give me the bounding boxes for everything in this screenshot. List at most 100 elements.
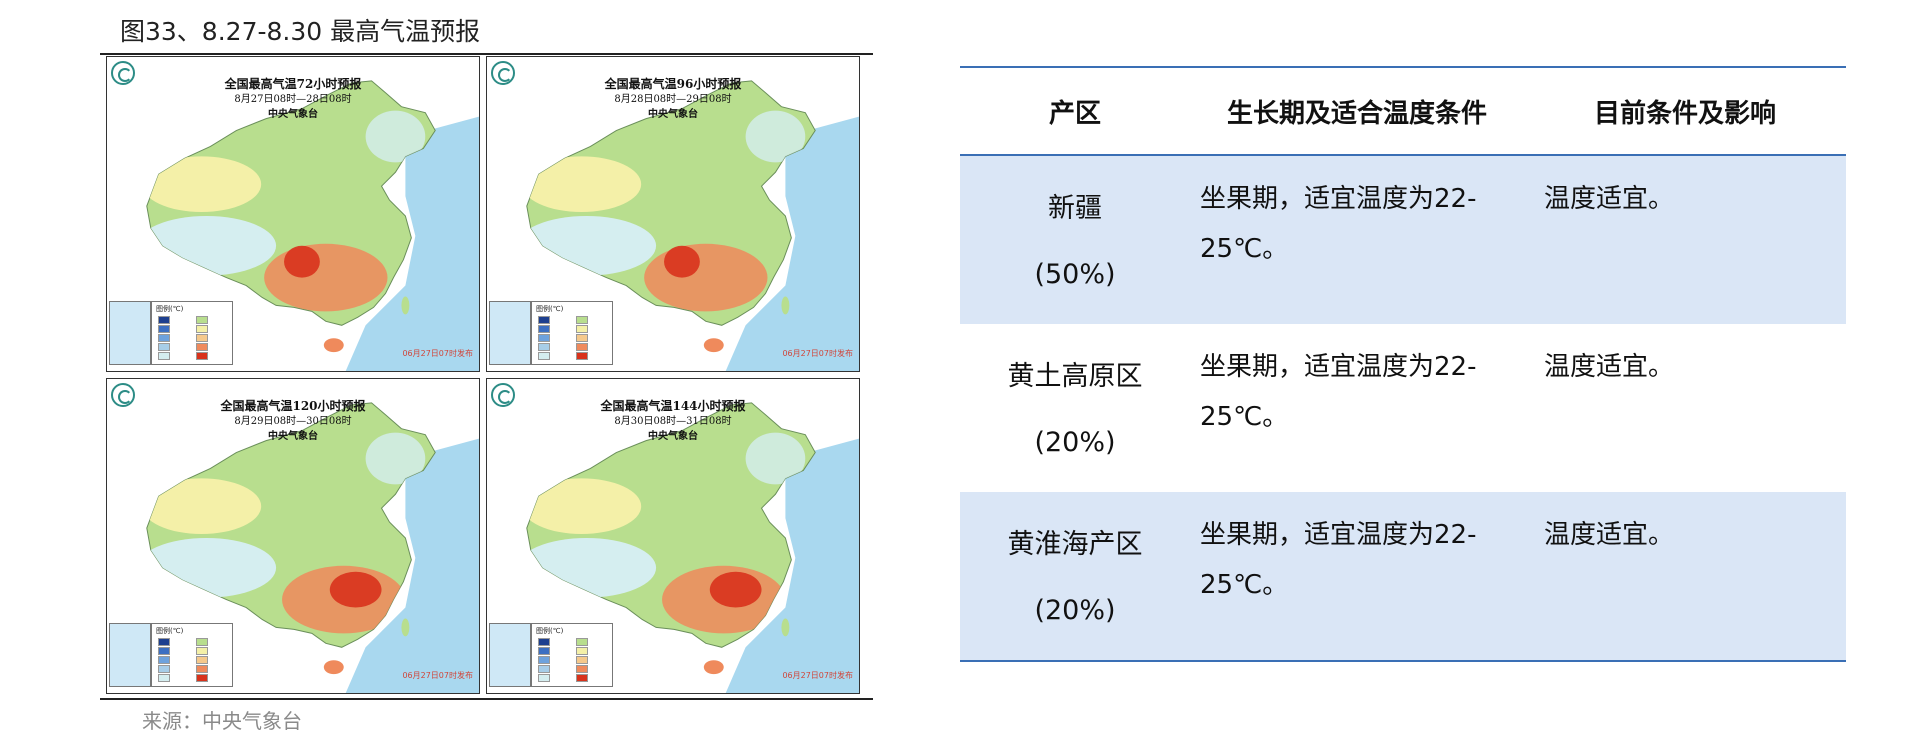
meteorological-logo-icon xyxy=(491,61,515,85)
region-share: (20%) xyxy=(1034,427,1116,458)
legend-title: 图例(℃) xyxy=(156,627,184,635)
growth-text: 坐果期，适宜温度为22-25℃。 xyxy=(1200,520,1477,600)
growth-text: 坐果期，适宜温度为22-25℃。 xyxy=(1200,352,1477,432)
map-heading: 全国最高气温96小时预报 8月28日08时—29日08时 中央气象台 xyxy=(487,77,859,122)
south-china-sea-inset xyxy=(109,301,151,365)
table-row: 黄淮海产区 (20%) 坐果期，适宜温度为22-25℃。 温度适宜。 xyxy=(960,492,1846,660)
legend-swatch xyxy=(576,665,588,673)
region-name: 新疆 xyxy=(1048,193,1102,224)
map-title: 全国最高气温144小时预报 xyxy=(600,399,746,413)
header-region: 产区 xyxy=(1048,98,1101,129)
cool-zone-plateau xyxy=(526,215,657,276)
island xyxy=(323,338,344,353)
forecast-map-96h[interactable]: 全国最高气温96小时预报 8月28日08时—29日08时 中央气象台图例(℃) 06月… xyxy=(486,56,860,372)
map-title: 全国最高气温72小时预报 xyxy=(224,77,362,91)
cool-zone-plateau xyxy=(526,537,657,598)
legend-swatch xyxy=(538,343,550,351)
growth-cell: 坐果期，适宜温度为22-25℃。 xyxy=(1190,156,1524,324)
production-region-table: 产区 生长期及适合温度条件 目前条件及影响 新疆 (50%) 坐果期，适宜温度为… xyxy=(960,66,1846,662)
region-share: (20%) xyxy=(1034,595,1116,626)
map-heading: 全国最高气温120小时预报 8月29日08时—30日08时 中央气象台 xyxy=(107,399,479,444)
legend-swatch xyxy=(538,325,550,333)
map-legend: 图例(℃) xyxy=(531,623,613,687)
map-legend: 图例(℃) xyxy=(151,301,233,365)
legend-swatch xyxy=(158,343,170,351)
map-agency: 中央气象台 xyxy=(648,109,698,120)
meteorological-logo-icon xyxy=(111,383,135,407)
very-hot-zone xyxy=(709,571,762,608)
legend-swatch xyxy=(196,325,208,333)
forecast-map-120h[interactable]: 全国最高气温120小时预报 8月29日08时—30日08时 中央气象台 图例(℃) 06… xyxy=(106,378,480,694)
map-period: 8月29日08时—30日08时 xyxy=(234,416,352,427)
island xyxy=(703,338,724,353)
map-credit: 06月27日07时发布 xyxy=(402,349,473,358)
header-growth-conditions: 生长期及适合温度条件 xyxy=(1226,98,1487,129)
legend-swatch xyxy=(158,674,170,682)
legend-swatch xyxy=(576,325,588,333)
map-agency: 中央气象台 xyxy=(268,431,318,442)
very-hot-zone xyxy=(284,245,320,278)
island xyxy=(703,660,724,675)
map-period: 8月30日08时—31日08时 xyxy=(614,416,732,427)
map-credit: 06月27日07时发布 xyxy=(782,349,853,358)
status-cell: 温度适宜。 xyxy=(1544,520,1675,550)
map-agency: 中央气象台 xyxy=(648,431,698,442)
legend-swatch xyxy=(576,334,588,342)
legend-swatch xyxy=(538,638,550,646)
legend-swatch xyxy=(158,638,170,646)
legend-swatch xyxy=(196,674,208,682)
cool-zone-northeast xyxy=(365,432,426,485)
map-title: 全国最高气温120小时预报 xyxy=(220,399,366,413)
legend-swatch xyxy=(196,647,208,655)
legend-swatch xyxy=(158,656,170,664)
region-name: 黄土高原区 xyxy=(1007,361,1143,392)
forecast-map-72h[interactable]: 全国最高气温72小时预报 8月27日08时—28日08时 中央气象台 图例(℃) 06月… xyxy=(106,56,480,372)
region-cell: 黄淮海产区 (20%) xyxy=(960,492,1190,660)
figure-top-rule xyxy=(100,53,873,55)
legend-title: 图例(℃) xyxy=(536,305,564,313)
legend-swatch xyxy=(158,665,170,673)
south-china-sea-inset xyxy=(489,623,531,687)
legend-swatch xyxy=(158,647,170,655)
map-heading: 全国最高气温72小时预报 8月27日08时—28日08时 中央气象台 xyxy=(107,77,479,122)
legend-swatch xyxy=(538,316,550,324)
figure-source: 来源：中央气象台 xyxy=(142,709,302,733)
region-cell: 新疆 (50%) xyxy=(960,156,1190,324)
cool-zone-northeast xyxy=(745,110,806,163)
sea-area xyxy=(725,438,859,693)
legend-swatch xyxy=(196,656,208,664)
sea-area xyxy=(345,116,479,371)
hot-zone-south xyxy=(264,243,388,312)
hot-zone-south xyxy=(644,243,768,312)
legend-swatch xyxy=(576,316,588,324)
legend-swatch xyxy=(196,334,208,342)
island xyxy=(401,618,410,637)
region-cell: 黄土高原区 (20%) xyxy=(960,324,1190,492)
meteorological-logo-icon xyxy=(491,383,515,407)
very-hot-zone xyxy=(329,571,382,608)
table-row: 新疆 (50%) 坐果期，适宜温度为22-25℃。 温度适宜。 xyxy=(960,156,1846,324)
cool-zone-northeast xyxy=(745,432,806,485)
temperature-map-graphic xyxy=(526,402,859,693)
warm-zone-west xyxy=(526,156,642,213)
region-share: (50%) xyxy=(1034,259,1116,290)
legend-swatch xyxy=(196,665,208,673)
legend-swatch xyxy=(196,352,208,360)
legend-swatch xyxy=(158,352,170,360)
temperature-map-graphic xyxy=(146,80,479,371)
map-period: 8月27日08时—28日08时 xyxy=(234,94,352,105)
growth-cell: 坐果期，适宜温度为22-25℃。 xyxy=(1190,324,1524,492)
south-china-sea-inset xyxy=(489,301,531,365)
status-cell: 温度适宜。 xyxy=(1544,184,1675,214)
legend-swatch xyxy=(576,638,588,646)
meteorological-logo-icon xyxy=(111,61,135,85)
island xyxy=(323,660,344,675)
legend-swatch xyxy=(538,665,550,673)
table-header-row: 产区 生长期及适合温度条件 目前条件及影响 xyxy=(960,68,1846,156)
legend-swatch xyxy=(538,656,550,664)
status-cell: 温度适宜。 xyxy=(1544,352,1675,382)
table-row: 黄土高原区 (20%) 坐果期，适宜温度为22-25℃。 温度适宜。 xyxy=(960,324,1846,492)
legend-swatch xyxy=(158,325,170,333)
legend-swatch xyxy=(538,352,550,360)
forecast-map-144h[interactable]: 全国最高气温144小时预报 8月30日08时—31日08时 中央气象台 图例(℃) 06… xyxy=(486,378,860,694)
